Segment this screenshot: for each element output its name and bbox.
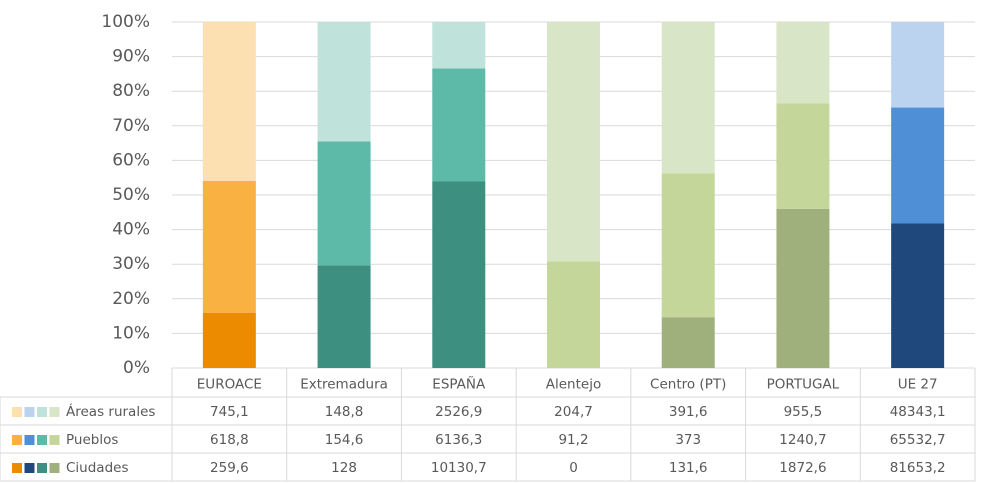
bar-segment	[776, 208, 830, 368]
y-tick-label: 90%	[112, 47, 150, 67]
legend-swatch	[49, 435, 60, 445]
bar-segment	[317, 141, 371, 266]
table-value: 128	[331, 460, 357, 476]
bar-segment	[432, 22, 486, 69]
bar-segment	[432, 68, 486, 182]
legend-label: Pueblos	[66, 432, 118, 448]
x-tick-label: UE 27	[898, 377, 938, 393]
y-tick-label: 100%	[101, 12, 150, 32]
table-value: 745,1	[210, 404, 249, 420]
bar-segment	[661, 173, 715, 318]
bar-segment	[202, 312, 256, 368]
y-tick-label: 50%	[112, 185, 150, 205]
legend-label: Ciudades	[66, 460, 128, 476]
legend-swatch	[49, 463, 60, 473]
table-value: 1240,7	[779, 432, 826, 448]
table-value: 2526,9	[435, 404, 482, 420]
x-tick-label: ESPAÑA	[432, 376, 486, 393]
table-value: 259,6	[210, 460, 249, 476]
y-tick-label: 40%	[112, 220, 150, 240]
legend-label: Áreas rurales	[66, 403, 155, 420]
table-value: 81653,2	[890, 460, 946, 476]
x-tick-label: Alentejo	[546, 377, 601, 393]
table-value: 6136,3	[435, 432, 482, 448]
x-tick-label: EUROACE	[197, 377, 262, 393]
bar-segment	[202, 22, 256, 181]
bar-segment	[661, 317, 715, 368]
bar-segment	[547, 261, 600, 368]
y-tick-label: 0%	[123, 358, 150, 378]
legend-swatch	[37, 463, 47, 473]
bar-segment	[891, 107, 945, 224]
legend-swatch	[12, 435, 22, 445]
table-value: 204,7	[554, 404, 593, 420]
table-value: 10130,7	[431, 460, 487, 476]
table-value: 618,8	[210, 432, 249, 448]
y-tick-label: 30%	[112, 254, 150, 274]
legend-swatch	[24, 463, 35, 473]
y-tick-label: 10%	[112, 323, 150, 343]
bar-segment	[547, 22, 600, 262]
y-tick-label: 80%	[112, 81, 150, 101]
legend-swatch	[37, 435, 47, 445]
bar-segment	[776, 22, 830, 104]
table-value: 148,8	[325, 404, 364, 420]
y-tick-label: 20%	[112, 289, 150, 309]
table-value: 48343,1	[890, 404, 946, 420]
table-value: 391,6	[669, 404, 708, 420]
y-tick-label: 60%	[112, 150, 150, 170]
legend-swatch	[49, 407, 60, 417]
x-tick-label: Extremadura	[300, 377, 388, 393]
legend-swatch	[37, 407, 47, 417]
legend-swatch	[24, 435, 35, 445]
legend-swatch	[12, 463, 22, 473]
legend-swatch	[24, 407, 35, 417]
table-value: 1872,6	[779, 460, 826, 476]
bar-segment	[432, 181, 486, 368]
legend-swatch	[12, 407, 22, 417]
y-tick-label: 70%	[112, 116, 150, 136]
x-tick-label: Centro (PT)	[650, 377, 726, 393]
table-value: 0	[569, 460, 578, 476]
table-value: 131,6	[669, 460, 708, 476]
table-value: 65532,7	[890, 432, 946, 448]
bar-segment	[776, 103, 830, 209]
bar-segment	[891, 223, 945, 368]
bar-segment	[317, 22, 371, 142]
table-value: 373	[675, 432, 701, 448]
bar-segment	[661, 22, 715, 174]
bar-segment	[317, 265, 371, 368]
bar-segment	[202, 180, 256, 313]
table-value: 91,2	[558, 432, 588, 448]
x-tick-label: PORTUGAL	[767, 377, 840, 393]
table-value: 955,5	[784, 404, 823, 420]
bar-segment	[891, 22, 945, 108]
table-value: 154,6	[325, 432, 364, 448]
